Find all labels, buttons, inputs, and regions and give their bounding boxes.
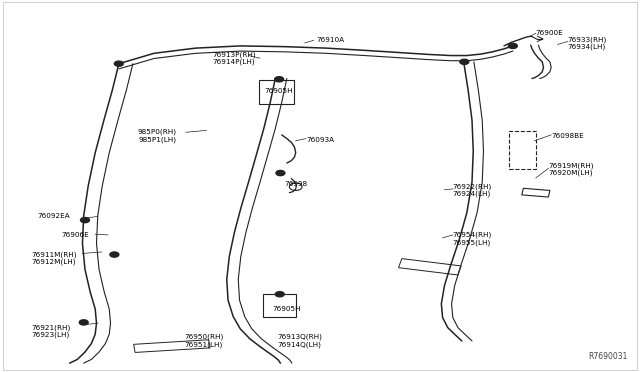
Text: 76093A: 76093A	[306, 137, 334, 143]
Text: 985P0(RH)
985P1(LH): 985P0(RH) 985P1(LH)	[138, 129, 177, 143]
Circle shape	[508, 43, 517, 48]
Circle shape	[460, 59, 468, 64]
Text: 76911M(RH)
76912M(LH): 76911M(RH) 76912M(LH)	[31, 251, 77, 265]
FancyBboxPatch shape	[509, 131, 536, 169]
Text: 76913Q(RH)
76914Q(LH): 76913Q(RH) 76914Q(LH)	[277, 334, 322, 348]
Polygon shape	[134, 340, 210, 352]
Text: 76933(RH)
76934(LH): 76933(RH) 76934(LH)	[568, 36, 607, 50]
Circle shape	[276, 170, 285, 176]
Text: 76906E: 76906E	[61, 232, 89, 238]
Text: 76922(RH)
76924(LH): 76922(RH) 76924(LH)	[453, 183, 492, 198]
Circle shape	[275, 292, 284, 297]
FancyBboxPatch shape	[259, 80, 294, 105]
Text: 76900E: 76900E	[536, 30, 564, 36]
Text: 76910A: 76910A	[317, 36, 345, 43]
Circle shape	[79, 320, 88, 325]
Text: 76919M(RH)
76920M(LH): 76919M(RH) 76920M(LH)	[548, 162, 594, 176]
FancyBboxPatch shape	[262, 294, 296, 317]
Text: 76998: 76998	[284, 181, 307, 187]
Circle shape	[275, 77, 284, 82]
Text: 76950(RH)
76951(LH): 76950(RH) 76951(LH)	[184, 334, 223, 348]
Circle shape	[110, 252, 119, 257]
Polygon shape	[399, 259, 461, 275]
Polygon shape	[522, 188, 550, 197]
Circle shape	[115, 61, 124, 66]
Text: 76905H: 76905H	[264, 89, 293, 94]
Text: 76098BE: 76098BE	[551, 133, 584, 139]
Text: 76921(RH)
76923(LH): 76921(RH) 76923(LH)	[31, 324, 70, 338]
Text: 76092EA: 76092EA	[38, 214, 70, 219]
Text: R7690031: R7690031	[588, 352, 628, 361]
Circle shape	[81, 218, 90, 223]
Text: 76954(RH)
76955(LH): 76954(RH) 76955(LH)	[453, 232, 492, 246]
Text: 76913P(RH)
76914P(LH): 76913P(RH) 76914P(LH)	[212, 51, 255, 65]
Text: 76905H: 76905H	[273, 306, 301, 312]
